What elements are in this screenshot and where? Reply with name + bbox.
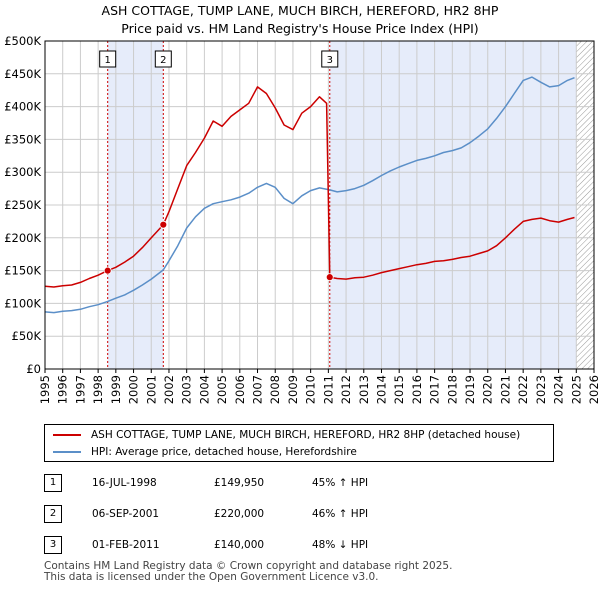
price-paid-line bbox=[44, 86, 575, 288]
sale-number-box: 2 bbox=[44, 505, 62, 523]
x-tick-label: 1997 bbox=[73, 375, 87, 404]
x-tick-label: 1999 bbox=[109, 375, 123, 404]
sale-hpi-diff: 48% ↓ HPI bbox=[312, 539, 369, 551]
x-tick-label: 1995 bbox=[38, 375, 52, 404]
x-tick-label: 2001 bbox=[144, 375, 158, 404]
sale-point bbox=[159, 220, 168, 229]
x-tick-label: 2005 bbox=[215, 375, 229, 404]
x-tick-label: 2008 bbox=[268, 375, 282, 404]
x-tick-label: 2017 bbox=[428, 375, 442, 404]
y-tick-label: £500K bbox=[4, 34, 41, 48]
sale-point bbox=[325, 273, 334, 282]
x-tick-label: 1998 bbox=[91, 375, 105, 404]
footer-licence: This data is licensed under the Open Gov… bbox=[44, 571, 379, 583]
x-tick-label: 2014 bbox=[374, 375, 388, 404]
sale-date: 01-FEB-2011 bbox=[92, 539, 160, 551]
legend-item-price: ASH COTTAGE, TUMP LANE, MUCH BIRCH, HERE… bbox=[53, 427, 520, 443]
sale-number-box: 3 bbox=[44, 536, 62, 554]
x-tick-label: 1996 bbox=[56, 375, 70, 404]
y-tick-label: £300K bbox=[4, 165, 41, 179]
x-tick-label: 2019 bbox=[463, 375, 477, 404]
legend-item-hpi: HPI: Average price, detached house, Here… bbox=[53, 444, 357, 460]
x-tick-label: 2010 bbox=[304, 375, 318, 404]
x-tick-label: 2003 bbox=[180, 375, 194, 404]
y-tick-label: £200K bbox=[4, 231, 41, 245]
sale-date: 06-SEP-2001 bbox=[92, 508, 160, 520]
hpi-line bbox=[44, 76, 575, 314]
x-tick-label: 2015 bbox=[392, 375, 406, 404]
sale-number-flag bbox=[99, 50, 117, 68]
x-tick-label: 2004 bbox=[197, 375, 211, 404]
plot-border bbox=[44, 40, 595, 370]
sale-price: £140,000 bbox=[214, 539, 265, 551]
sale-number-label: 3 bbox=[327, 55, 333, 66]
x-tick-label: 2024 bbox=[552, 375, 566, 404]
y-tick-label: £400K bbox=[4, 100, 41, 114]
x-tick-label: 2000 bbox=[127, 375, 141, 404]
x-tick-label: 2023 bbox=[534, 375, 548, 404]
footer-copyright: Contains HM Land Registry data © Crown c… bbox=[44, 560, 453, 572]
sale-point bbox=[103, 266, 112, 275]
sale-number-label: 1 bbox=[105, 55, 111, 66]
y-tick-label: £450K bbox=[4, 67, 41, 81]
y-tick-label: £0 bbox=[26, 362, 41, 376]
y-tick-label: £250K bbox=[4, 198, 41, 212]
legend-hpi-label: HPI: Average price, detached house, Here… bbox=[91, 446, 357, 458]
y-tick-label: £100K bbox=[4, 296, 41, 310]
sale-number-box: 1 bbox=[44, 474, 62, 492]
chart-title: ASH COTTAGE, TUMP LANE, MUCH BIRCH, HERE… bbox=[101, 3, 499, 18]
sale-hpi-diff: 46% ↑ HPI bbox=[312, 508, 369, 520]
x-tick-label: 2009 bbox=[286, 375, 300, 404]
x-tick-label: 2013 bbox=[357, 375, 371, 404]
sale-number-flag bbox=[154, 50, 172, 68]
sale-hpi-diff: 45% ↑ HPI bbox=[312, 477, 369, 489]
legend-price-label: ASH COTTAGE, TUMP LANE, MUCH BIRCH, HERE… bbox=[91, 429, 521, 441]
x-tick-label: 2016 bbox=[410, 375, 424, 404]
legend-hpi-swatch bbox=[53, 451, 81, 453]
y-tick-label: £150K bbox=[4, 264, 41, 278]
x-tick-label: 2020 bbox=[481, 375, 495, 404]
x-tick-label: 2007 bbox=[251, 375, 265, 404]
x-tick-label: 2025 bbox=[569, 375, 583, 404]
footer-attribution: Contains HM Land Registry data © Crown c… bbox=[44, 561, 452, 583]
legend: ASH COTTAGE, TUMP LANE, MUCH BIRCH, HERE… bbox=[44, 424, 554, 462]
price-chart: £0 £50K £100K £150K £200K £250K £300K £350K £400… bbox=[4, 34, 600, 404]
x-tick-label: 2018 bbox=[445, 375, 459, 404]
x-tick-label: 2012 bbox=[339, 375, 353, 404]
x-tick-label: 2026 bbox=[587, 375, 600, 404]
x-tick-label: 2002 bbox=[162, 375, 176, 404]
sale-number-flag bbox=[321, 50, 339, 68]
x-tick-label: 2021 bbox=[498, 375, 512, 404]
sale-price: £149,950 bbox=[214, 477, 265, 489]
x-tick-label: 2022 bbox=[516, 375, 530, 404]
y-tick-label: £50K bbox=[12, 329, 42, 343]
sale-date: 16-JUL-1998 bbox=[92, 477, 157, 489]
x-tick-label: 2006 bbox=[233, 375, 247, 404]
sale-number-label: 2 bbox=[160, 55, 166, 66]
y-tick-label: £350K bbox=[4, 132, 41, 146]
legend-price-swatch bbox=[53, 434, 81, 436]
chart-subtitle: Price paid vs. HM Land Registry's House … bbox=[121, 21, 479, 36]
x-tick-label: 2011 bbox=[321, 375, 335, 404]
sale-price: £220,000 bbox=[214, 508, 265, 520]
